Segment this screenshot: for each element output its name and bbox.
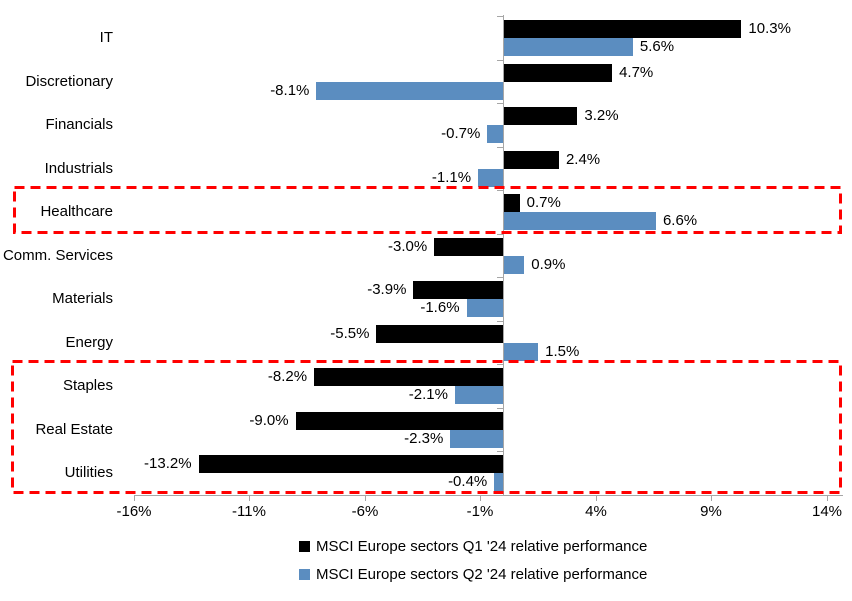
value-label: -8.1% xyxy=(270,81,310,99)
x-axis-line xyxy=(134,495,843,496)
y-axis-tick xyxy=(497,147,504,148)
y-axis-tick xyxy=(497,321,504,322)
bar-q2-healthcare xyxy=(503,212,656,230)
value-label: -3.0% xyxy=(388,237,428,255)
category-label-industrials: Industrials xyxy=(44,159,113,177)
x-axis-tick xyxy=(134,495,135,501)
x-axis-tick xyxy=(365,495,366,501)
legend-label-q2: MSCI Europe sectors Q2 '24 relative perf… xyxy=(316,566,648,583)
x-axis-tick xyxy=(827,495,828,501)
legend-swatch-q1-black xyxy=(299,541,310,552)
x-tick-label--11pct: -11% xyxy=(232,503,266,520)
legend-item-q1: MSCI Europe sectors Q1 '24 relative perf… xyxy=(299,536,647,557)
legend-item-q2: MSCI Europe sectors Q2 '24 relative perf… xyxy=(299,564,647,585)
bar-q1-comm-services xyxy=(434,237,504,256)
category-label-healthcare: Healthcare xyxy=(40,203,113,221)
value-label: 2.4% xyxy=(565,150,601,168)
value-label: 1.5% xyxy=(545,342,580,360)
legend: MSCI Europe sectors Q1 '24 relative perf… xyxy=(299,536,647,592)
bar-q2-industrials xyxy=(478,168,504,187)
category-label-discretionary: Discretionary xyxy=(25,72,113,90)
y-axis-tick xyxy=(497,277,504,278)
x-tick-label--1pct: -1% xyxy=(466,503,494,520)
value-label: -9.0% xyxy=(249,411,289,429)
value-label: -1.1% xyxy=(431,168,472,186)
bar-q2-it xyxy=(503,38,633,56)
category-label-it: IT xyxy=(99,29,113,47)
x-tick-label-4pct: 4% xyxy=(585,503,607,520)
legend-label-q1: MSCI Europe sectors Q1 '24 relative perf… xyxy=(316,538,648,555)
bar-q2-comm-services xyxy=(503,255,525,274)
y-axis-line xyxy=(503,15,504,495)
bar-q1-energy xyxy=(376,324,504,343)
value-label: -2.3% xyxy=(404,429,444,447)
category-label-financials: Financials xyxy=(45,116,113,134)
legend-swatch-q2-blue xyxy=(299,569,310,580)
value-label: 10.3% xyxy=(748,20,791,37)
value-label: -2.1% xyxy=(408,386,448,403)
y-axis-tick xyxy=(497,16,504,17)
category-label-real-estate: Real Estate xyxy=(35,420,113,438)
value-label: 0.7% xyxy=(526,194,561,211)
category-label-utilities: Utilities xyxy=(64,464,113,482)
x-axis-tick xyxy=(249,495,250,501)
x-axis-tick xyxy=(480,495,481,501)
bar-q1-discretionary xyxy=(503,63,613,82)
y-axis-tick xyxy=(497,234,504,235)
value-label: -3.9% xyxy=(367,281,407,298)
bar-q1-healthcare xyxy=(503,194,520,212)
bar-q2-staples xyxy=(454,386,504,404)
bar-q1-staples xyxy=(314,368,504,386)
value-label: -5.5% xyxy=(330,324,370,342)
value-label: 4.7% xyxy=(619,63,654,81)
bar-q1-materials xyxy=(413,281,504,299)
y-axis-tick xyxy=(497,364,504,365)
value-label: 5.6% xyxy=(639,38,675,55)
y-axis-tick xyxy=(497,451,504,452)
value-label: -1.6% xyxy=(420,299,460,316)
x-tick-label--6pct: -6% xyxy=(351,503,379,520)
bar-q1-it xyxy=(503,20,742,38)
value-label: -8.2% xyxy=(267,368,308,385)
bar-q1-utilities xyxy=(198,455,504,473)
y-axis-tick xyxy=(497,103,504,104)
x-tick-label--16pct: -16% xyxy=(116,503,152,520)
bar-q2-financials xyxy=(487,125,504,143)
category-label-materials: Materials xyxy=(52,290,113,308)
x-axis-tick xyxy=(711,495,712,501)
value-label: 3.2% xyxy=(584,107,619,124)
bar-q2-discretionary xyxy=(316,81,504,100)
x-tick-label-9pct: 9% xyxy=(700,503,722,520)
value-label: -0.4% xyxy=(448,473,488,490)
value-label: 6.6% xyxy=(662,212,698,229)
x-tick-label-14pct: 14% xyxy=(811,503,843,520)
y-axis-tick xyxy=(497,408,504,409)
y-axis-tick xyxy=(497,60,504,61)
value-label: -13.2% xyxy=(144,455,192,472)
value-label: -0.7% xyxy=(441,125,481,142)
bar-q1-industrials xyxy=(503,150,559,169)
bar-q1-real-estate xyxy=(295,411,504,430)
value-label: 0.9% xyxy=(531,255,566,273)
bar-q2-materials xyxy=(466,299,504,317)
category-label-energy: Energy xyxy=(65,333,113,351)
bar-q1-financials xyxy=(503,107,578,125)
x-axis-tick xyxy=(596,495,597,501)
bar-q2-real-estate xyxy=(450,429,504,448)
category-label-staples: Staples xyxy=(62,377,113,395)
y-axis-tick xyxy=(497,190,504,191)
category-label-comm-services: Comm. Services xyxy=(2,246,113,264)
bar-q2-energy xyxy=(503,342,539,361)
